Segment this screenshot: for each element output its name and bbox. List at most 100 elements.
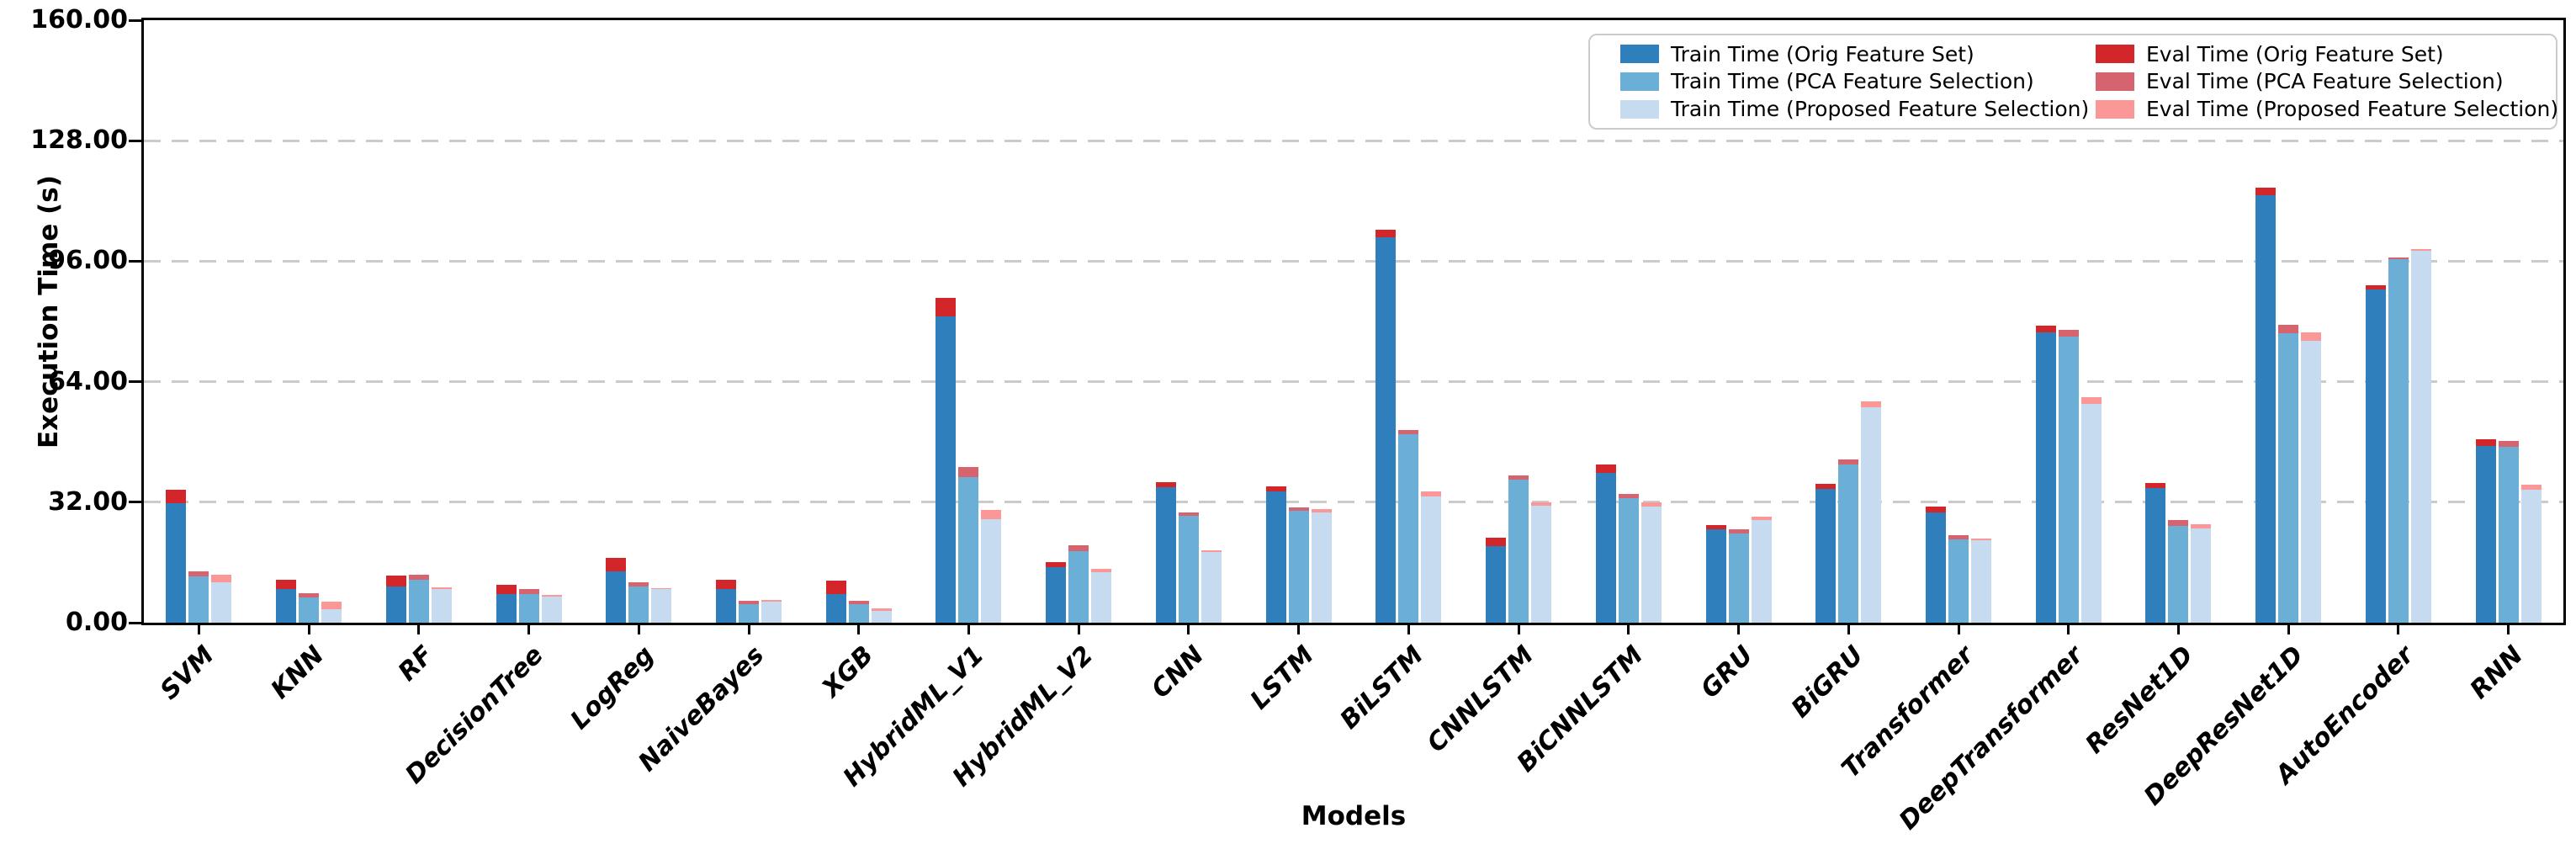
eval-bar-pca	[739, 601, 759, 604]
x-tick-mark	[637, 623, 640, 634]
legend-column-eval: Eval Time (Orig Feature Set) Eval Time (P…	[2065, 35, 2558, 128]
x-axis-title: Models	[1301, 801, 1407, 831]
y-tick-label: 64.00	[48, 366, 128, 396]
eval-bar-pca	[518, 589, 539, 594]
bar-group	[1155, 20, 1222, 623]
bar-group	[1265, 20, 1332, 623]
train-bar-proposed	[541, 596, 562, 623]
train-bar-proposed	[1640, 506, 1662, 623]
train-bar-orig	[1375, 236, 1397, 623]
train-bar-orig	[1705, 529, 1726, 623]
legend: Train Time (Orig Feature Set) Train Time …	[1588, 34, 2558, 130]
legend-item: Eval Time (PCA Feature Selection)	[2096, 70, 2558, 93]
x-tick-label: RNN	[2464, 640, 2530, 705]
train-bar-orig	[936, 316, 957, 623]
eval-bar-orig	[716, 579, 736, 590]
x-tick-label: RF	[392, 640, 440, 687]
eval-bar-proposed	[2410, 248, 2431, 252]
eval-bar-pca	[958, 466, 979, 477]
train-bar-pca	[1838, 464, 1859, 623]
train-bar-pca	[958, 476, 979, 623]
eval-bar-orig	[166, 489, 187, 503]
legend-item: Eval Time (Proposed Feature Selection)	[2096, 98, 2558, 120]
bar-group	[1046, 20, 1112, 623]
eval-bar-proposed	[1421, 491, 1442, 497]
train-bar-orig	[1046, 567, 1067, 623]
x-tick-label: BiLSTM	[1334, 640, 1430, 735]
train-bar-proposed	[1861, 407, 1882, 623]
y-tick-label: 160.00	[30, 5, 128, 35]
bar-group	[1486, 20, 1552, 623]
x-tick-mark	[2067, 623, 2070, 634]
train-bar-pca	[1948, 539, 1969, 623]
train-bar-pca	[1288, 511, 1309, 623]
eval-bar-pca	[1728, 528, 1749, 533]
eval-bar-orig	[1155, 481, 1176, 488]
bar-group	[2475, 20, 2542, 623]
bar-group	[385, 20, 452, 623]
x-tick-mark	[2287, 623, 2290, 634]
train-bar-pca	[1618, 497, 1639, 623]
gridline	[144, 139, 2563, 142]
eval-bar-proposed	[431, 587, 452, 590]
eval-bar-proposed	[321, 602, 342, 610]
legend-label: Eval Time (Orig Feature Set)	[2146, 41, 2444, 66]
eval-bar-pca	[1838, 459, 1859, 464]
legend-item: Train Time (PCA Feature Selection)	[1620, 70, 2065, 93]
train-bar-pca	[2168, 526, 2189, 623]
eval-bar-orig	[2035, 326, 2056, 332]
x-tick-label: ResNet1D	[2080, 640, 2200, 760]
eval-bar-orig	[1046, 561, 1067, 568]
x-tick-mark	[197, 623, 200, 634]
eval-bar-proposed	[651, 587, 672, 590]
train-bar-pca	[739, 603, 759, 623]
y-tick-label: 128.00	[30, 125, 128, 156]
train-bar-pca	[1508, 479, 1529, 623]
eval-bar-orig	[276, 579, 297, 590]
train-bar-proposed	[321, 609, 342, 623]
eval-bar-pca	[848, 600, 869, 604]
eval-bar-proposed	[1751, 516, 1772, 521]
train-bar-orig	[385, 586, 406, 623]
eval-bar-proposed	[1091, 569, 1112, 573]
legend-swatch-eval-pca	[2096, 72, 2134, 91]
eval-bar-proposed	[1971, 539, 1991, 541]
x-tick-mark	[1627, 623, 1630, 634]
train-bar-orig	[276, 589, 297, 623]
train-bar-pca	[848, 603, 869, 623]
eval-bar-orig	[2145, 482, 2166, 488]
train-bar-pca	[1068, 550, 1089, 623]
eval-bar-pca	[1618, 493, 1639, 498]
y-tick-label: 0.00	[65, 608, 128, 637]
y-tick-mark	[129, 19, 141, 22]
eval-bar-proposed	[2191, 524, 2212, 529]
legend-swatch-train-pca	[1620, 72, 1659, 91]
x-tick-mark	[1737, 623, 1741, 634]
train-bar-proposed	[1091, 572, 1112, 623]
train-bar-orig	[496, 593, 517, 623]
bar-group	[1926, 20, 1991, 623]
eval-bar-pca	[2498, 440, 2519, 448]
x-tick-label: CNNLSTM	[1421, 640, 1540, 759]
eval-bar-orig	[1705, 525, 1726, 530]
legend-column-train: Train Time (Orig Feature Set) Train Time …	[1590, 35, 2089, 128]
eval-bar-orig	[385, 576, 406, 587]
bar-group	[936, 20, 1002, 623]
eval-bar-pca	[1288, 507, 1309, 512]
train-bar-pca	[518, 594, 539, 623]
train-bar-proposed	[1201, 551, 1222, 623]
eval-bar-pca	[1948, 534, 1969, 539]
train-bar-orig	[2255, 194, 2277, 623]
train-bar-orig	[716, 589, 736, 623]
eval-bar-orig	[1595, 464, 1616, 473]
eval-bar-orig	[1815, 484, 1837, 490]
eval-bar-orig	[1486, 537, 1507, 547]
x-tick-label: GRU	[1695, 640, 1760, 704]
eval-bar-proposed	[1311, 509, 1332, 513]
eval-bar-orig	[2475, 439, 2496, 446]
x-tick-label: SVM	[154, 640, 220, 706]
legend-swatch-train-orig	[1620, 45, 1659, 64]
x-tick-mark	[2397, 623, 2400, 634]
gridline	[144, 501, 2563, 504]
